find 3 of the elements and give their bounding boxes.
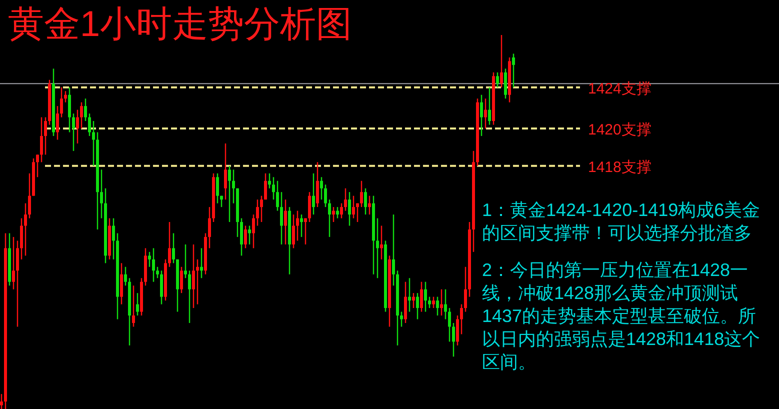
annotation: 1：黄金1424-1420-1419构成6美金的区间支撑带！可以选择分批渣多 [482,199,762,245]
chart-title: 黄金1小时走势分析图 [8,3,352,44]
annotation: 2：今日的第一压力位置在1428一线，冲破1428那么黄金冲顶测试1437的走势基本定型甚至破位。所以日内的强弱点是1428和1418这个区间。 [482,259,762,374]
